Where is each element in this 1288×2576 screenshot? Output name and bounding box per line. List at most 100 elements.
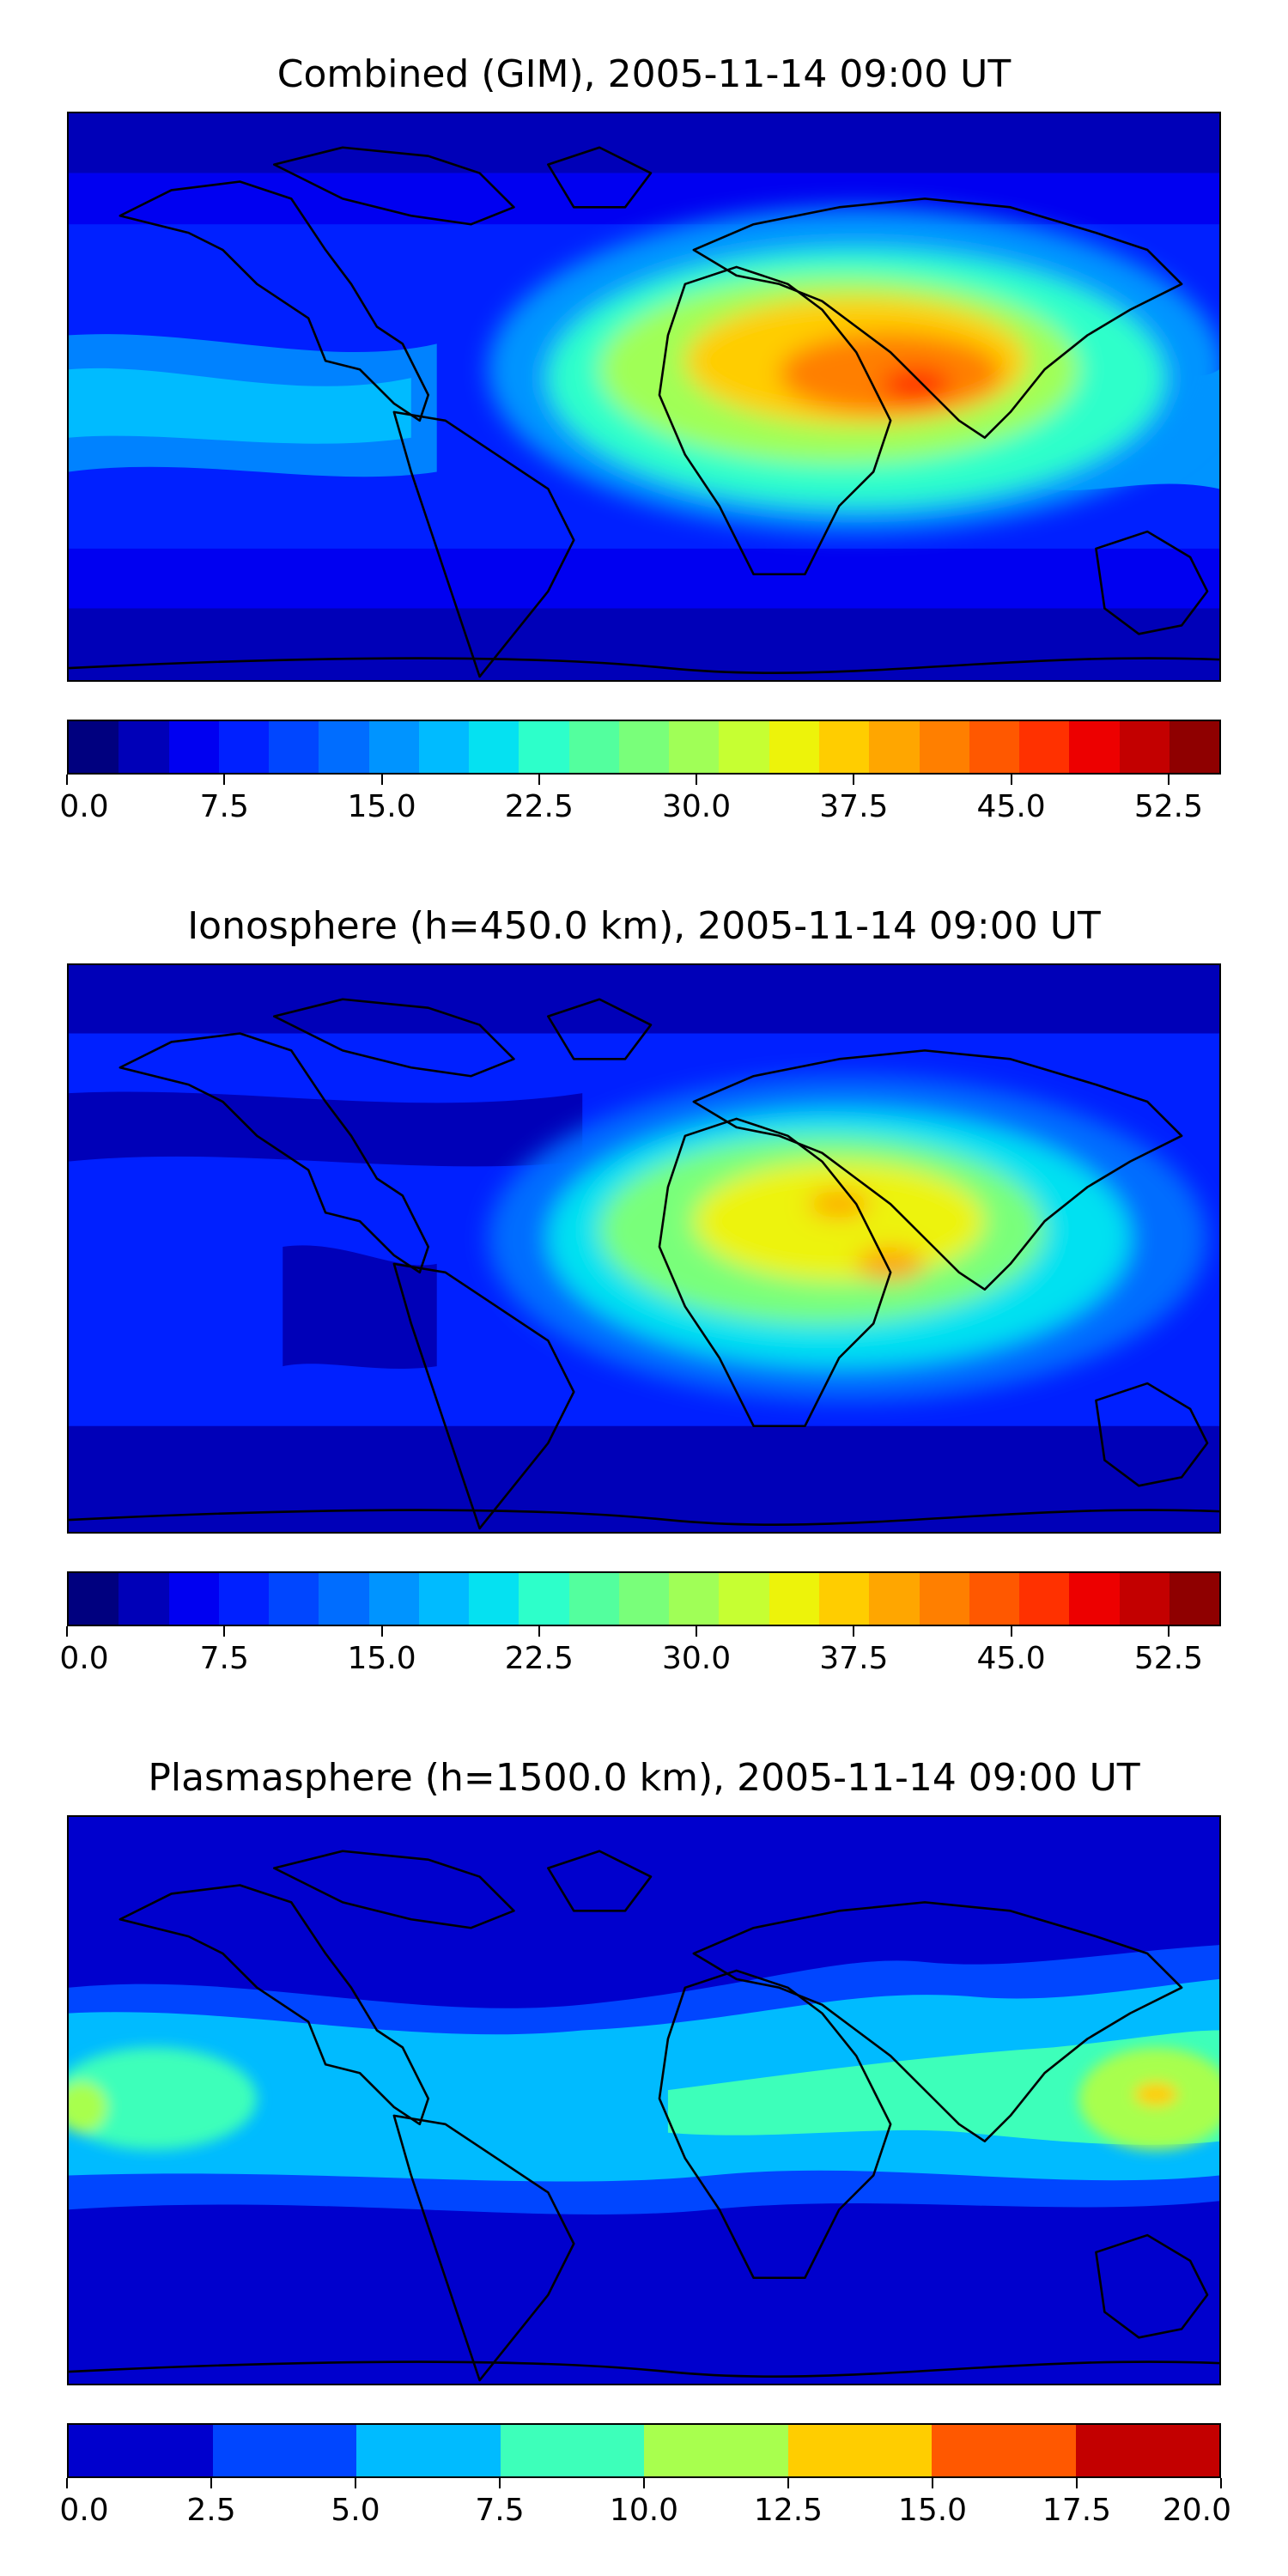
colorbar-tick-mark [853,1626,855,1637]
colorbar-tick-label: 37.5 [819,1641,889,1676]
colorbar-tick-mark [1076,2478,1078,2488]
colorbar-level [69,2425,213,2476]
colorbar-tick-mark [66,775,68,785]
colorbar-level [568,721,619,773]
colorbar-tick-mark [1167,775,1170,785]
colorbar-tick-label: 7.5 [199,789,249,824]
map-combined [67,112,1221,682]
field-bands-plasmasphere [69,1945,1219,2215]
colorbar-level [1069,1573,1120,1625]
colorbar-level [212,2425,356,2476]
colorbar-level [356,2425,501,2476]
colorbar-tick-mark [853,775,855,785]
colorbar-tick-mark [538,1626,540,1637]
colorbar-tick-label: 0.0 [59,789,109,824]
colorbar-level [418,721,470,773]
colorbar-level [269,1573,319,1625]
colorbar-level [519,1573,569,1625]
colorbar-tick-mark [538,775,540,785]
colorbar-level [1169,1573,1220,1625]
colorbar-level [319,1573,369,1625]
colorbar-level [1019,721,1070,773]
colorbar-level [869,721,920,773]
colorbar-level [787,2425,932,2476]
colorbar-level [69,1573,119,1625]
colorbar-level [500,2425,644,2476]
colorbar-ionosphere [67,1571,1221,1626]
map-svg-ionosphere [69,965,1219,1532]
colorbar-tick-mark [643,2478,645,2488]
colorbar-level [618,721,670,773]
colorbar-level [618,1573,670,1625]
colorbar-tick-mark [1010,1626,1012,1637]
panel-title-ionosphere: Ionosphere (h=450.0 km), 2005-11-14 09:0… [187,904,1101,948]
colorbar-level [118,721,169,773]
colorbar-tick-label: 5.0 [331,2493,380,2528]
colorbar-level [769,721,819,773]
colorbar-level [319,721,369,773]
colorbar-tick-label: 30.0 [662,1641,732,1676]
colorbar-tick-label: 37.5 [819,789,889,824]
colorbar-level [1075,2425,1219,2476]
colorbar-tick-mark [1010,775,1012,785]
colorbar-tick-mark [1220,2478,1222,2488]
colorbar-tick-label: 52.5 [1133,1641,1203,1676]
colorbar-plasmasphere [67,2423,1221,2478]
colorbar-tick-mark [932,2478,933,2488]
colorbar-level [168,1573,219,1625]
colorbar-level [769,1573,819,1625]
colorbar-level [218,1573,270,1625]
colorbar-tick-mark [499,2478,501,2488]
colorbar-tick-mark [696,775,698,785]
map-svg-plasmasphere [69,1817,1219,2384]
colorbar-ticks-plasmasphere: 0.0 2.5 5.0 7.5 10.0 12.5 15.0 17.5 20.0 [59,2478,1231,2530]
colorbar-level [669,721,720,773]
colorbar-tick-label: 52.5 [1133,789,1203,824]
panel-title-plasmasphere: Plasmasphere (h=1500.0 km), 2005-11-14 0… [148,1756,1140,1800]
colorbar-level [932,2425,1076,2476]
colorbar-level [719,1573,769,1625]
colorbar-tick-mark [380,775,383,785]
colorbar-ticks-combined: 0.0 7.5 15.0 22.5 30.0 37.5 45.0 52.5 [59,775,1221,826]
colorbar-tick-mark [696,1626,698,1637]
colorbar-level [168,721,219,773]
colorbar-tick-label: 15.0 [897,2493,968,2528]
colorbar-tick-mark [66,2478,68,2488]
colorbar-level [869,1573,920,1625]
coastlines-combined [69,146,1219,678]
colorbar-level [669,1573,720,1625]
colorbar-tick-mark [787,2478,789,2488]
colorbar-level [418,1573,470,1625]
colorbar-level [644,2425,788,2476]
colorbar-tick-label: 2.5 [186,2493,236,2528]
colorbar-level [469,721,519,773]
colorbar-tick-label: 12.5 [753,2493,823,2528]
colorbar-tick-label: 45.0 [976,789,1046,824]
colorbar-tick-mark [66,1626,68,1637]
colorbar-level [118,1573,169,1625]
colorbar-tick-label: 20.0 [1162,2493,1232,2528]
colorbar-tick-label: 30.0 [662,789,732,824]
colorbar-tick-mark [210,2478,212,2488]
field-bands-ionosphere [69,965,1219,1532]
colorbar-tick-mark [1167,1626,1170,1637]
colorbar-level [469,1573,519,1625]
hotspots-ionosphere [488,1076,1208,1400]
colorbar-level [919,1573,969,1625]
colorbar-level [1119,1573,1170,1625]
map-plasmasphere [67,1815,1221,2385]
colorbar-tick-label: 15.0 [347,789,416,824]
colorbar-tick-label: 15.0 [347,1641,416,1676]
colorbar-tick-mark [380,1626,383,1637]
colorbar-level [218,721,270,773]
colorbar-tick-label: 0.0 [59,2493,109,2528]
colorbar-tick-label: 7.5 [199,1641,249,1676]
colorbar-level [719,721,769,773]
colorbar-level [919,721,969,773]
colorbar-level [818,1573,870,1625]
colorbar-tick-label: 0.0 [59,1641,109,1676]
colorbar-level [269,721,319,773]
colorbar-tick-label: 17.5 [1042,2493,1112,2528]
colorbar-level [969,721,1020,773]
colorbar-tick-mark [223,1626,226,1637]
